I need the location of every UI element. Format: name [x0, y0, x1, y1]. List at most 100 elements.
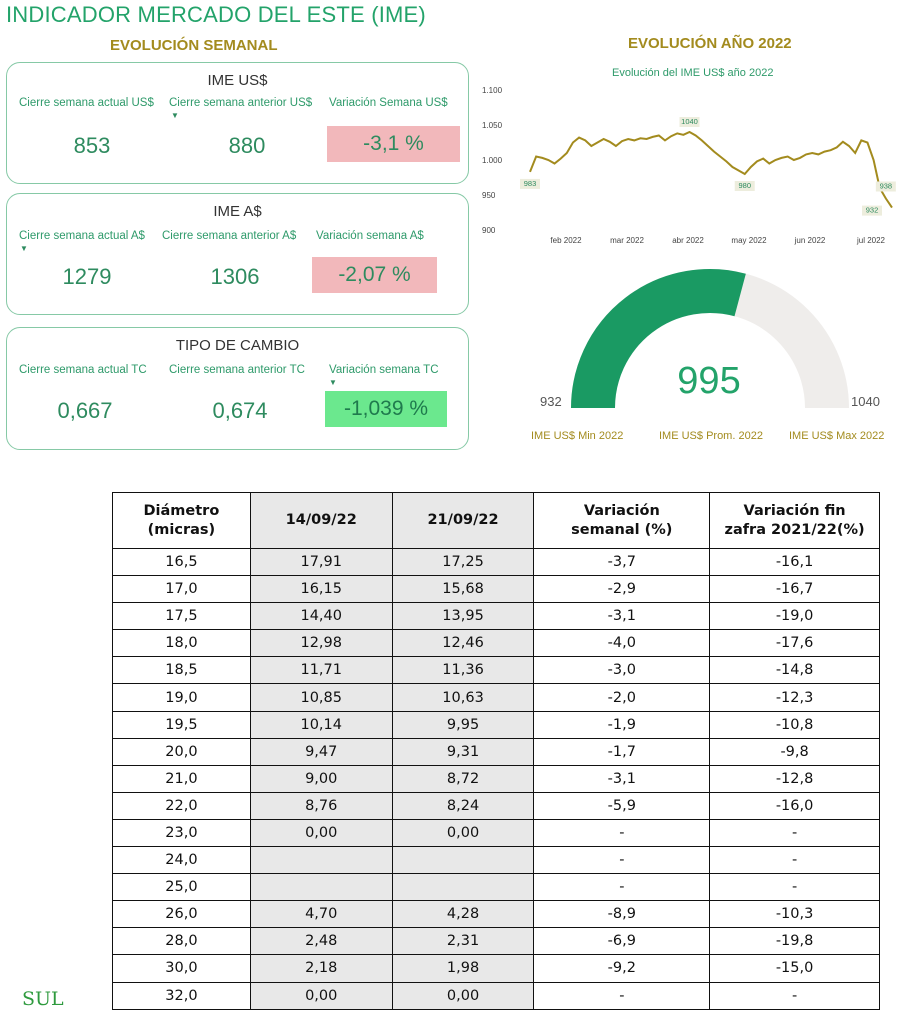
table-cell: 23,0 — [112, 818, 251, 848]
table-cell: 9,95 — [391, 710, 535, 739]
sort-caret-icon[interactable]: ▼ — [329, 378, 337, 387]
sul-logo: SUL — [22, 988, 64, 1010]
table-cell: 12,46 — [391, 629, 535, 658]
table-row: 18,0 12,98 12,46 -4,0 -17,6 — [112, 629, 880, 658]
y-tick-label: 1.000 — [482, 156, 503, 165]
table-cell: 15,68 — [391, 575, 535, 604]
table-row: 24,0 - - — [112, 846, 880, 875]
data-label: 983 — [524, 179, 537, 188]
table-cell: 32,0 — [112, 981, 251, 1010]
table-row: 32,0 0,00 0,00- - — [112, 981, 880, 1010]
table-row: 16,5 17,91 17,25 -3,7 -16,1 — [112, 547, 880, 577]
card-ime-usd: IME US$ Cierre semana actual US$ Cierre … — [6, 62, 469, 184]
table-cell: -3,1 — [533, 602, 711, 631]
table-cell: 17,25 — [391, 547, 535, 577]
data-label: 938 — [880, 182, 893, 191]
table-cell: 9,47 — [249, 737, 393, 766]
table-cell: 17,91 — [249, 547, 393, 577]
value-previous: 0,674 — [212, 398, 268, 423]
table-row: 28,0 2,48 2,31 -6,9 -19,8 — [112, 927, 880, 956]
table-cell: - — [709, 873, 880, 902]
value-previous: 1306 — [210, 264, 260, 289]
table-cell: 2,31 — [391, 927, 535, 956]
table-cell: 16,15 — [249, 575, 393, 604]
gauge-avg-label: IME US$ Prom. 2022 — [659, 430, 763, 442]
header-date-2: 21/09/22 — [391, 492, 535, 549]
table-row: 17,0 16,15 15,68 -2,9 -16,7 — [112, 575, 880, 604]
x-tick-label: jul 2022 — [856, 236, 886, 245]
label-current: Cierre semana actual TC — [19, 364, 147, 376]
table-row: 19,5 10,14 9,95 -1,9 -10,8 — [112, 710, 880, 739]
table-cell: - — [533, 818, 711, 848]
table-cell: 11,36 — [391, 656, 535, 685]
page-title: INDICADOR MERCADO DEL ESTE (IME) — [6, 2, 426, 27]
header-date-1: 14/09/22 — [249, 492, 393, 549]
data-label: 932 — [866, 206, 879, 215]
card-ime-ars: IME A$ Cierre semana actual A$ Cierre se… — [6, 193, 469, 315]
table-cell: -2,0 — [533, 683, 711, 712]
table-cell: 20,0 — [112, 737, 251, 766]
table-cell: -16,7 — [709, 575, 880, 604]
table-cell: 18,5 — [112, 656, 251, 685]
header-weekly-variation: Variación semanal (%) — [533, 492, 711, 549]
value-current: 0,667 — [57, 398, 113, 423]
table-cell: -3,1 — [533, 764, 711, 793]
table-row: 21,0 9,00 8,72 -3,1 -12,8 — [112, 764, 880, 793]
table-cell: 0,00 — [249, 981, 393, 1010]
sort-caret-icon[interactable]: ▼ — [171, 111, 179, 120]
table-cell: 2,18 — [249, 954, 393, 983]
table-cell: -3,7 — [533, 547, 711, 577]
table-cell: 0,00 — [391, 981, 535, 1010]
y-tick-label: 950 — [482, 191, 496, 200]
card-title: TIPO DE CAMBIO — [175, 337, 300, 354]
header-season-variation: Variación fin zafra 2021/22(%) — [709, 492, 880, 549]
table-cell: -16,0 — [709, 791, 880, 820]
chart-title: Evolución del IME US$ año 2022 — [612, 67, 774, 79]
table-cell: 11,71 — [249, 656, 393, 685]
card-title: IME US$ — [207, 72, 268, 89]
table-cell: -17,6 — [709, 629, 880, 658]
table-cell: 0,00 — [391, 818, 535, 848]
table-cell: 13,95 — [391, 602, 535, 631]
table-row: 19,0 10,85 10,63 -2,0 -12,3 — [112, 683, 880, 712]
table-cell: 12,98 — [249, 629, 393, 658]
label-previous: Cierre semana anterior A$ — [162, 230, 297, 242]
table-header-row: Diámetro (micras) 14/09/22 21/09/22 Vari… — [112, 492, 880, 549]
table-cell: - — [709, 846, 880, 875]
table-cell: 9,31 — [391, 737, 535, 766]
gauge-min-value: 932 — [540, 394, 562, 409]
table-cell: -16,1 — [709, 547, 880, 577]
table-cell: 22,0 — [112, 791, 251, 820]
table-cell: 19,0 — [112, 683, 251, 712]
table-cell: 28,0 — [112, 927, 251, 956]
value-variation: -1,039 % — [325, 391, 447, 427]
value-current: 1279 — [62, 264, 112, 289]
value-current: 853 — [73, 133, 111, 158]
y-tick-label: 1.100 — [482, 86, 503, 95]
table-cell: -6,9 — [533, 927, 711, 956]
price-table: Diámetro (micras) 14/09/22 21/09/22 Vari… — [112, 492, 880, 1010]
sort-caret-icon[interactable]: ▼ — [20, 244, 28, 253]
table-cell: 8,76 — [249, 791, 393, 820]
table-cell: -19,0 — [709, 602, 880, 631]
label-variation: Variación semana TC — [329, 364, 439, 376]
table-cell: 21,0 — [112, 764, 251, 793]
weekly-subtitle: EVOLUCIÓN SEMANAL — [110, 37, 278, 54]
table-cell: 24,0 — [112, 846, 251, 875]
year-subtitle: EVOLUCIÓN AÑO 2022 — [628, 35, 792, 52]
table-cell: 25,0 — [112, 873, 251, 902]
table-cell: -5,9 — [533, 791, 711, 820]
table-cell: - — [533, 873, 711, 902]
table-cell: 18,0 — [112, 629, 251, 658]
gauge-max-value: 1040 — [851, 394, 880, 409]
table-cell: -12,8 — [709, 764, 880, 793]
value-variation: -2,07 % — [312, 257, 437, 293]
table-cell: 0,00 — [249, 818, 393, 848]
table-cell: -1,9 — [533, 710, 711, 739]
ime-gauge — [571, 269, 849, 409]
data-label-bg — [875, 181, 896, 192]
table-cell: 16,5 — [112, 547, 251, 577]
table-cell: -4,0 — [533, 629, 711, 658]
x-tick-label: abr 2022 — [672, 236, 704, 245]
table-cell: 10,85 — [249, 683, 393, 712]
